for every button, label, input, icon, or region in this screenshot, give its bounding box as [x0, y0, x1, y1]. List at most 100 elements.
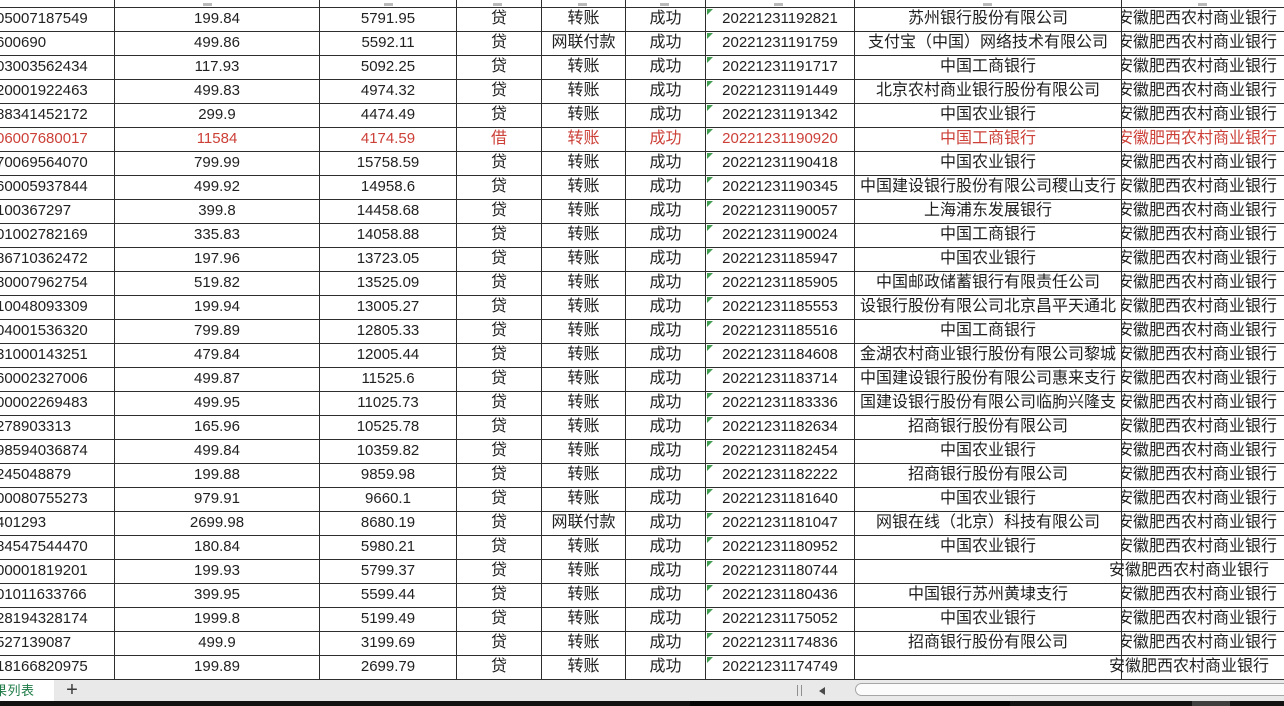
- cell-tx-type[interactable]: 转账: [542, 56, 626, 79]
- cell-tx-type[interactable]: 转账: [542, 224, 626, 247]
- cell-debit-credit[interactable]: 贷: [457, 8, 542, 31]
- cell-amount[interactable]: 499.84: [115, 440, 320, 463]
- cell-account[interactable]: 84547544470: [0, 536, 115, 559]
- cell-amount[interactable]: 519.82: [115, 272, 320, 295]
- cell-tx-type[interactable]: 转账: [542, 176, 626, 199]
- cell-status[interactable]: 成功: [626, 440, 706, 463]
- cell-account[interactable]: 245048879: [0, 464, 115, 487]
- cell-time[interactable]: 20221231191449: [706, 80, 855, 103]
- cell-debit-credit[interactable]: 贷: [457, 320, 542, 343]
- cell-time[interactable]: 20221231190920: [706, 128, 855, 151]
- cell-counterparty-bank[interactable]: 中国农业银行: [855, 488, 1122, 511]
- cell-tx-type[interactable]: 转账: [542, 608, 626, 631]
- cell-tx-type[interactable]: 转账: [542, 464, 626, 487]
- cell-counterparty-bank[interactable]: 招商银行股份有限公司: [855, 464, 1122, 487]
- cell-account[interactable]: 401293: [0, 512, 115, 535]
- cell-balance[interactable]: 5980.21: [320, 536, 457, 559]
- cell-owner-bank[interactable]: 安徽肥西农村商业银行: [1122, 586, 1278, 603]
- cell-amount[interactable]: 799.89: [115, 320, 320, 343]
- cell-debit-credit[interactable]: 贷: [457, 560, 542, 583]
- cell-account[interactable]: 98594036874: [0, 440, 115, 463]
- cell-account[interactable]: 100367297: [0, 200, 115, 223]
- cell-time[interactable]: 20221231192821: [706, 8, 855, 31]
- cell-balance[interactable]: 5799.37: [320, 560, 457, 583]
- cell-amount[interactable]: 1999.8: [115, 608, 320, 631]
- cell-balance[interactable]: 5199.49: [320, 608, 457, 631]
- cell-status[interactable]: 成功: [626, 56, 706, 79]
- cell-owner-bank[interactable]: 安徽肥西农村商业银行: [1122, 298, 1278, 315]
- cell-status[interactable]: 成功: [626, 8, 706, 31]
- cell-debit-credit[interactable]: 贷: [457, 32, 542, 55]
- cell-owner-bank[interactable]: 安徽肥西农村商业银行: [1122, 82, 1278, 99]
- cell-account[interactable]: 04001536320: [0, 320, 115, 343]
- cell-balance[interactable]: 12005.44: [320, 344, 457, 367]
- cell-owner-bank[interactable]: 安徽肥西农村商业银行: [1122, 514, 1278, 531]
- cell-balance[interactable]: 5791.95: [320, 8, 457, 31]
- cell-owner-bank[interactable]: 安徽肥西农村商业银行: [1122, 58, 1278, 75]
- cell-tx-type[interactable]: 转账: [542, 248, 626, 271]
- cell-tx-type[interactable]: 网联付款: [542, 512, 626, 535]
- cell-owner-bank[interactable]: 安徽肥西农村商业银行: [1122, 322, 1278, 339]
- cell-debit-credit[interactable]: 借: [457, 128, 542, 151]
- cell-balance[interactable]: 14458.68: [320, 200, 457, 223]
- cell-status[interactable]: 成功: [626, 272, 706, 295]
- cell-amount[interactable]: 197.96: [115, 248, 320, 271]
- cell-balance[interactable]: 12805.33: [320, 320, 457, 343]
- cell-tx-type[interactable]: 转账: [542, 200, 626, 223]
- cell-balance[interactable]: 13525.09: [320, 272, 457, 295]
- cell-time[interactable]: 20221231180952: [706, 536, 855, 559]
- cell-amount[interactable]: 199.89: [115, 656, 320, 679]
- cell-owner-bank[interactable]: 安徽肥西农村商业银行: [1122, 226, 1278, 243]
- cell-tx-type[interactable]: 转账: [542, 320, 626, 343]
- horizontal-scrollbar-thumb[interactable]: [855, 683, 1284, 696]
- cell-tx-type[interactable]: 转账: [542, 488, 626, 511]
- cell-debit-credit[interactable]: 贷: [457, 104, 542, 127]
- cell-debit-credit[interactable]: 贷: [457, 536, 542, 559]
- cell-counterparty-bank[interactable]: 中国农业银行: [855, 152, 1122, 175]
- cell-status[interactable]: 成功: [626, 536, 706, 559]
- cell-counterparty-bank[interactable]: 中国农业银行: [855, 440, 1122, 463]
- cell-debit-credit[interactable]: 贷: [457, 488, 542, 511]
- cell-time[interactable]: 20221231180436: [706, 584, 855, 607]
- cell-account[interactable]: 00080755273: [0, 488, 115, 511]
- cell-status[interactable]: 成功: [626, 392, 706, 415]
- cell-debit-credit[interactable]: 贷: [457, 608, 542, 631]
- cell-counterparty-bank[interactable]: 中国工商银行: [855, 320, 1122, 343]
- cell-owner-bank[interactable]: 安徽肥西农村商业银行: [1122, 346, 1278, 363]
- add-sheet-button[interactable]: +: [66, 680, 78, 701]
- cell-status[interactable]: 成功: [626, 296, 706, 319]
- cell-debit-credit[interactable]: 贷: [457, 80, 542, 103]
- cell-time[interactable]: 20221231180744: [706, 560, 855, 583]
- cell-owner-bank[interactable]: 安徽肥西农村商业银行: [1122, 394, 1278, 411]
- cell-status[interactable]: 成功: [626, 248, 706, 271]
- cell-status[interactable]: 成功: [626, 608, 706, 631]
- cell-balance[interactable]: 10525.78: [320, 416, 457, 439]
- cell-time[interactable]: 20221231185516: [706, 320, 855, 343]
- cell-counterparty-bank[interactable]: 中国工商银行: [855, 56, 1122, 79]
- cell-counterparty-bank[interactable]: 招商银行股份有限公司: [855, 416, 1122, 439]
- cell-debit-credit[interactable]: 贷: [457, 272, 542, 295]
- cell-owner-bank[interactable]: 安徽肥西农村商业银行: [1122, 10, 1278, 27]
- cell-time[interactable]: 20221231181640: [706, 488, 855, 511]
- cell-debit-credit[interactable]: 贷: [457, 296, 542, 319]
- cell-owner-bank[interactable]: 安徽肥西农村商业银行: [1122, 634, 1278, 651]
- cell-tx-type[interactable]: 转账: [542, 440, 626, 463]
- cell-time[interactable]: 20221231185947: [706, 248, 855, 271]
- cell-owner-bank[interactable]: 安徽肥西农村商业银行: [1122, 178, 1278, 195]
- cell-time[interactable]: 20221231182222: [706, 464, 855, 487]
- cell-status[interactable]: 成功: [626, 512, 706, 535]
- cell-counterparty-bank[interactable]: 中国邮政储蓄银行有限责任公司: [855, 272, 1122, 295]
- cell-time[interactable]: 20221231183714: [706, 368, 855, 391]
- cell-balance[interactable]: 10359.82: [320, 440, 457, 463]
- cell-balance[interactable]: 14058.88: [320, 224, 457, 247]
- cell-status[interactable]: 成功: [626, 224, 706, 247]
- cell-balance[interactable]: 2699.79: [320, 656, 457, 679]
- cell-counterparty-bank[interactable]: 中国农业银行: [855, 248, 1122, 271]
- cell-debit-credit[interactable]: 贷: [457, 224, 542, 247]
- cell-balance[interactable]: 9859.98: [320, 464, 457, 487]
- cell-amount[interactable]: 499.87: [115, 368, 320, 391]
- cell-owner-bank[interactable]: 安徽肥西农村商业银行: [1122, 538, 1278, 555]
- cell-owner-bank[interactable]: 安徽肥西农村商业银行: [1122, 106, 1278, 123]
- cell-status[interactable]: 成功: [626, 584, 706, 607]
- cell-amount[interactable]: 199.84: [115, 8, 320, 31]
